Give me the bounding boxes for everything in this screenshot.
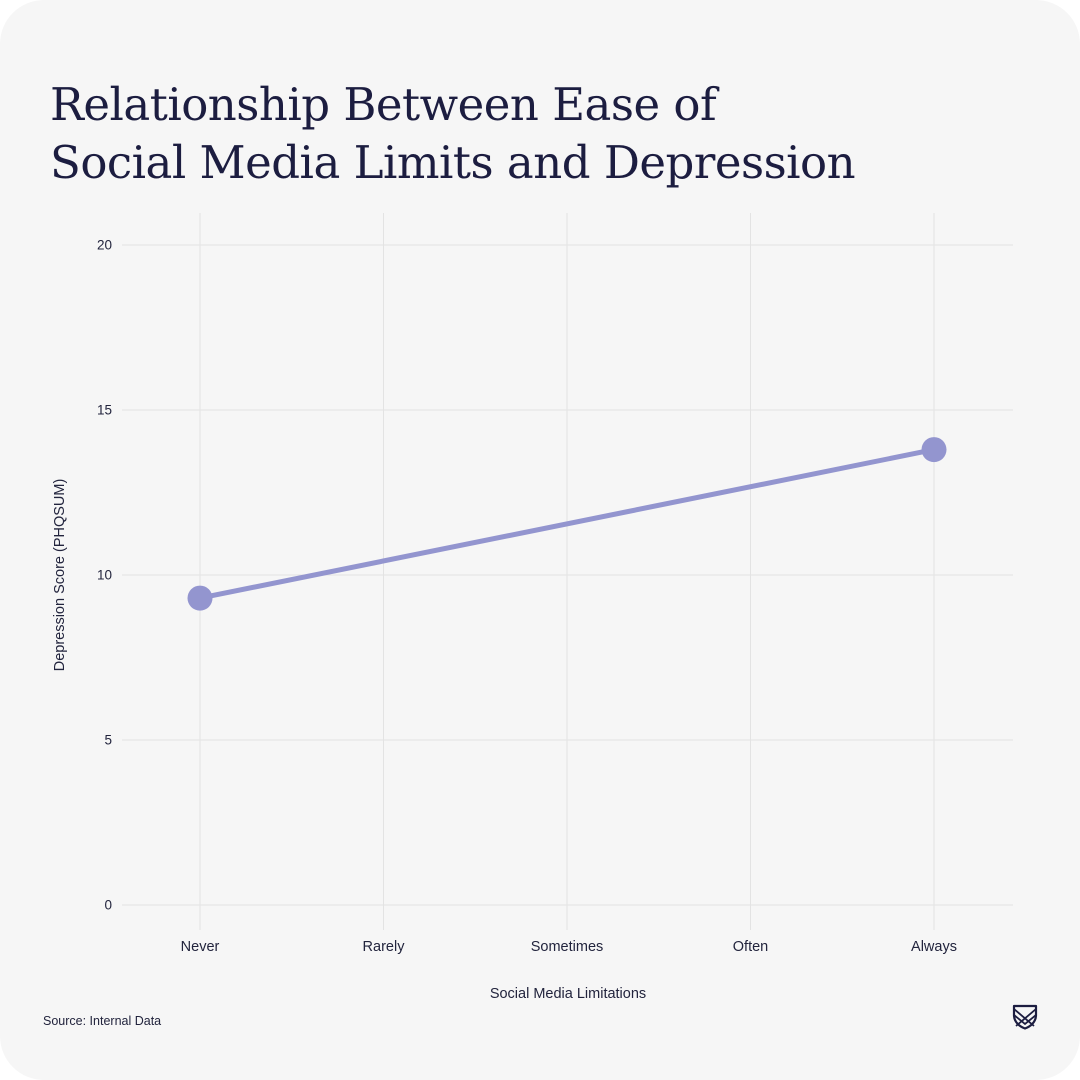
grid [122, 213, 1013, 930]
data-point [921, 437, 947, 463]
x-category-label: Always [911, 939, 957, 955]
data-point [187, 585, 213, 611]
x-category-label: Rarely [363, 939, 406, 955]
y-axis-label: Depression Score (PHQSUM) [52, 479, 68, 672]
chart-title-line-1: Relationship Between Ease of [50, 78, 717, 131]
series [187, 437, 947, 611]
x-category-label: Sometimes [531, 939, 604, 955]
x-axis-label: Social Media Limitations [490, 986, 646, 1002]
chart-title-line-2: Social Media Limits and Depression [50, 136, 856, 189]
chart-title: Relationship Between Ease of Social Medi… [50, 76, 1030, 192]
source-note: Source: Internal Data [43, 1014, 162, 1028]
x-category-label: Often [733, 939, 768, 955]
y-tick-label: 0 [104, 898, 112, 913]
x-category-label: Never [181, 939, 220, 955]
x-axis-categories: Never Rarely Sometimes Often Always [181, 939, 957, 955]
shield-crest-icon [1012, 1004, 1038, 1030]
y-tick-label: 10 [97, 568, 112, 583]
y-tick-label: 15 [97, 403, 112, 418]
y-tick-label: 20 [97, 238, 112, 253]
series-line [197, 447, 937, 601]
y-tick-label: 5 [104, 733, 112, 748]
y-axis-ticks: 0 5 10 15 20 [97, 238, 112, 913]
